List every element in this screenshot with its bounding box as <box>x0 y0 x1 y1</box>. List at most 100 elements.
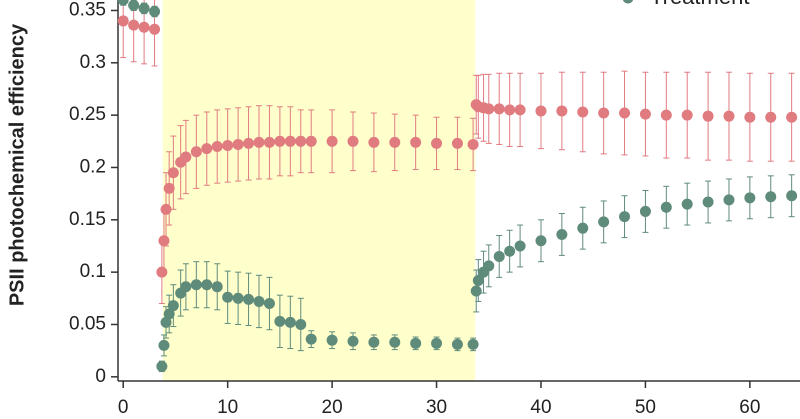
data-point <box>556 228 568 240</box>
data-point <box>138 21 150 33</box>
data-point <box>201 279 213 291</box>
data-point <box>117 0 129 6</box>
data-point <box>467 338 479 350</box>
data-point <box>222 291 234 303</box>
data-point <box>598 107 610 119</box>
data-point <box>467 138 479 150</box>
data-point <box>211 141 223 153</box>
legend-marker <box>622 0 634 4</box>
data-point <box>483 103 495 115</box>
data-point <box>556 105 568 117</box>
data-point <box>368 136 380 148</box>
data-point <box>263 136 275 148</box>
x-tick-label: 10 <box>217 397 238 418</box>
data-point <box>744 111 756 123</box>
data-point <box>702 196 714 208</box>
data-point <box>619 107 631 119</box>
data-point <box>389 136 401 148</box>
data-point <box>619 211 631 223</box>
shaded-region <box>162 0 476 381</box>
data-point <box>660 109 672 121</box>
data-point <box>158 235 170 247</box>
data-point <box>128 19 140 31</box>
data-point <box>681 109 693 121</box>
data-point <box>160 316 172 328</box>
y-tick-label: 0.15 <box>69 209 106 230</box>
data-point <box>504 245 516 257</box>
data-point <box>493 103 505 115</box>
y-tick-label: 0 <box>95 366 106 387</box>
data-point <box>451 338 463 350</box>
data-point <box>232 292 244 304</box>
x-tick-label: 50 <box>635 397 656 418</box>
data-point <box>431 137 443 149</box>
data-point <box>326 135 338 147</box>
x-tick-label: 30 <box>426 397 447 418</box>
data-point <box>639 108 651 120</box>
data-point <box>765 191 777 203</box>
series <box>117 0 798 305</box>
data-point <box>368 336 380 348</box>
data-point <box>389 336 401 348</box>
data-point <box>253 136 265 148</box>
data-point <box>535 105 547 117</box>
data-point <box>295 318 307 330</box>
data-point <box>156 266 168 278</box>
y-tick-label: 0.05 <box>69 313 106 334</box>
data-point <box>305 135 317 147</box>
data-point <box>232 138 244 150</box>
data-point <box>535 235 547 247</box>
legend-label: Treatment <box>650 0 749 9</box>
data-point <box>347 135 359 147</box>
data-point <box>158 339 170 351</box>
data-point <box>410 337 422 349</box>
data-point <box>786 111 798 123</box>
data-point <box>493 250 505 262</box>
data-point <box>660 201 672 213</box>
data-point <box>744 192 756 204</box>
y-tick-label: 0.25 <box>69 104 106 125</box>
data-point <box>190 279 202 291</box>
data-point <box>326 334 338 346</box>
data-point <box>410 136 422 148</box>
data-point <box>149 23 161 35</box>
data-point <box>681 198 693 210</box>
data-point <box>504 104 516 116</box>
data-point <box>163 308 175 320</box>
data-point <box>274 135 286 147</box>
data-point <box>577 222 589 234</box>
data-point <box>284 135 296 147</box>
data-point <box>723 110 735 122</box>
data-point <box>483 260 495 272</box>
y-tick-label: 0.1 <box>80 261 106 282</box>
data-point <box>222 139 234 151</box>
data-point <box>723 194 735 206</box>
data-point <box>577 106 589 118</box>
data-point <box>180 281 192 293</box>
data-point <box>274 315 286 327</box>
data-point <box>472 275 484 287</box>
data-point <box>190 146 202 158</box>
data-point <box>128 0 140 11</box>
series <box>117 0 798 373</box>
data-point <box>253 295 265 307</box>
data-point <box>117 15 129 27</box>
data-point <box>347 335 359 347</box>
data-point <box>514 240 526 252</box>
data-point <box>243 293 255 305</box>
data-point <box>786 190 798 202</box>
x-tick-label: 20 <box>322 397 343 418</box>
y-axis-label: PSII photochemical efficiency <box>6 23 28 306</box>
data-point <box>431 337 443 349</box>
data-point <box>765 111 777 123</box>
data-point <box>470 285 482 297</box>
data-point <box>702 110 714 122</box>
data-point <box>201 143 213 155</box>
x-tick-label: 40 <box>530 397 551 418</box>
data-point <box>167 167 179 179</box>
data-point <box>138 2 150 14</box>
data-point <box>180 151 192 163</box>
data-point <box>284 316 296 328</box>
